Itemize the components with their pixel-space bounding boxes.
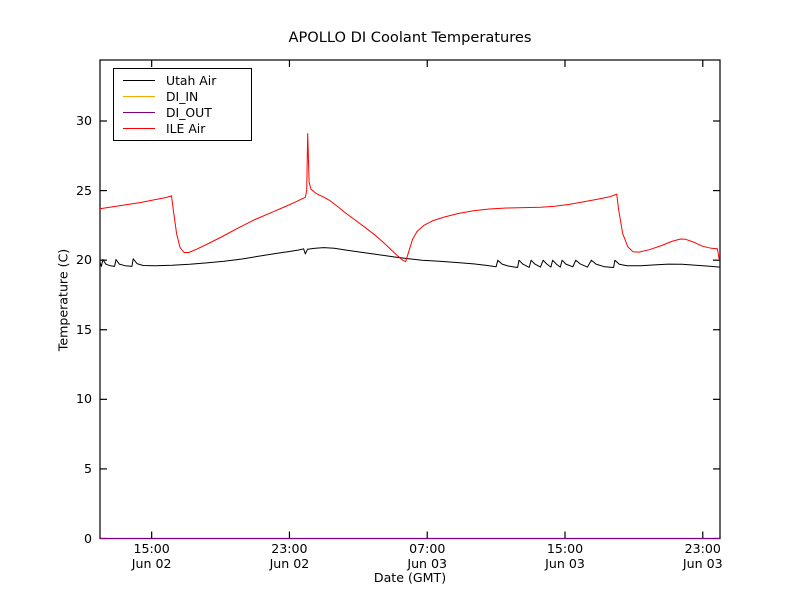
ile-air-line (99, 133, 720, 263)
y-tick-label: 0 (83, 530, 92, 546)
legend-line-sample (123, 111, 155, 113)
x-tick-time: 07:00 (409, 541, 446, 556)
legend-item-di-in: DI_IN (123, 89, 245, 105)
y-tick-label: 5 (83, 460, 92, 476)
x-tick-label: 15:00 Jun 02 (112, 541, 192, 571)
x-tick-date: Jun 03 (545, 555, 585, 571)
x-tick-time: 15:00 (133, 541, 170, 556)
legend-line-sample (123, 96, 155, 98)
legend-label: DI_OUT (166, 104, 212, 120)
legend-item-utah-air: Utah Air (123, 73, 245, 89)
x-tick-date: Jun 02 (269, 555, 310, 571)
legend: Utah Air DI_IN DI_OUT ILE Air (113, 68, 252, 141)
legend-item-ile-air: ILE Air (123, 120, 245, 136)
legend-line-sample (123, 80, 155, 82)
legend-label: ILE Air (166, 120, 206, 136)
legend-item-di-out: DI_OUT (123, 105, 245, 121)
legend-label: Utah Air (166, 73, 217, 89)
x-axis-label: Date (GMT) (373, 570, 447, 585)
x-tick-date: Jun 02 (131, 555, 172, 571)
x-tick-date: Jun 03 (682, 555, 723, 571)
y-tick-label: 25 (75, 182, 92, 198)
x-tick-label: 23:00 Jun 03 (663, 541, 743, 571)
x-tick-time: 23:00 (271, 541, 308, 556)
x-tick-label: 23:00 Jun 02 (249, 541, 329, 571)
x-tick-time: 15:00 (546, 541, 584, 556)
y-tick-label: 15 (75, 321, 92, 337)
chart-title: APOLLO DI Coolant Temperatures (288, 29, 532, 46)
legend-label: DI_IN (166, 89, 199, 105)
legend-line-sample (123, 127, 155, 129)
x-tick-time: 23:00 (684, 541, 721, 556)
y-tick-label: 20 (75, 252, 92, 268)
x-tick-label: 07:00 Jun 03 (387, 541, 467, 571)
x-tick-label: 15:00 Jun 03 (525, 541, 605, 571)
utah-air-line (99, 247, 721, 268)
x-tick-date: Jun 03 (407, 555, 448, 571)
y-tick-label: 30 (75, 113, 92, 128)
y-tick-label: 10 (75, 391, 92, 407)
